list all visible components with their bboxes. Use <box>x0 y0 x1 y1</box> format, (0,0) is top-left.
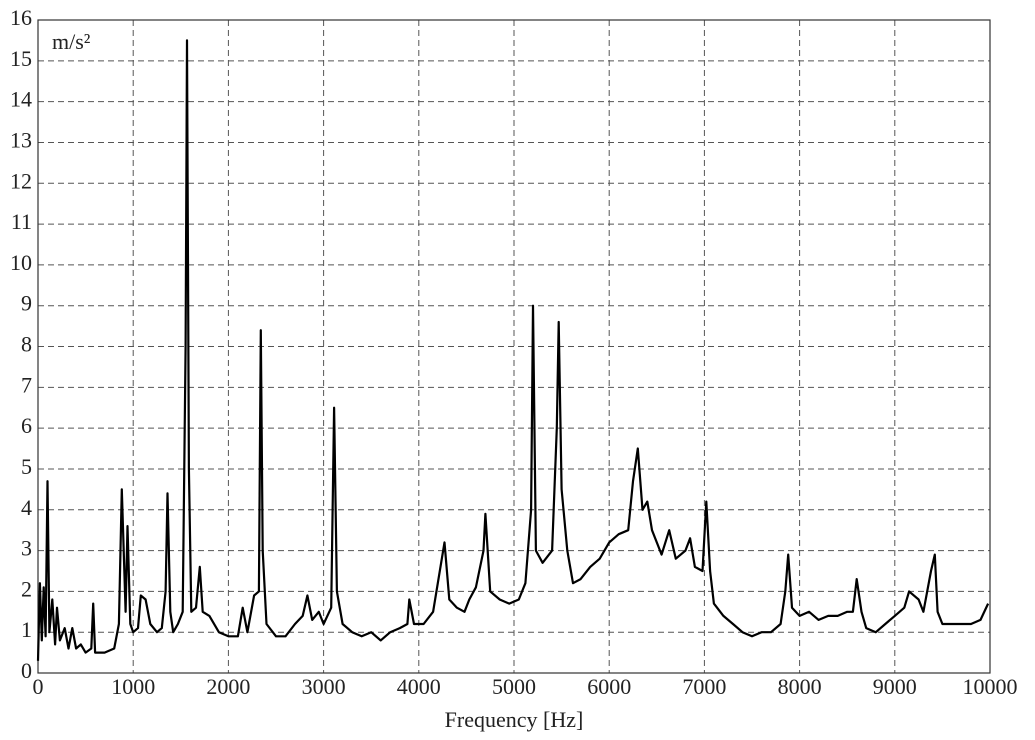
y-tick-label: 12 <box>10 168 32 193</box>
y-tick-label: 1 <box>21 617 32 642</box>
y-tick-label: 10 <box>10 250 32 275</box>
x-tick-label: 7000 <box>682 674 726 699</box>
y-tick-label: 7 <box>21 372 32 397</box>
y-tick-label: 8 <box>21 332 32 357</box>
y-tick-label: 4 <box>21 495 32 520</box>
x-tick-label: 3000 <box>302 674 346 699</box>
y-tick-label: 11 <box>11 209 32 234</box>
y-tick-label: 2 <box>21 576 32 601</box>
x-axis-label: Frequency [Hz] <box>445 707 584 732</box>
y-tick-label: 14 <box>10 87 32 112</box>
y-tick-label: 5 <box>21 454 32 479</box>
y-tick-label: 13 <box>10 127 32 152</box>
spectrum-line <box>36 39 990 661</box>
y-tick-label: 9 <box>21 291 32 316</box>
y-axis-label: m/s² <box>52 29 91 54</box>
x-tick-label: 9000 <box>873 674 917 699</box>
y-tick-label: 6 <box>21 413 32 438</box>
y-tick-label: 15 <box>10 46 32 71</box>
y-tick-label: 0 <box>21 658 32 683</box>
x-tick-label: 2000 <box>206 674 250 699</box>
x-tick-label: 1000 <box>111 674 155 699</box>
x-tick-label: 10000 <box>963 674 1018 699</box>
x-tick-label: 4000 <box>397 674 441 699</box>
x-tick-label: 8000 <box>778 674 822 699</box>
y-tick-label: 16 <box>10 5 32 30</box>
x-tick-label: 0 <box>33 674 44 699</box>
x-tick-label: 6000 <box>587 674 631 699</box>
x-tick-label: 5000 <box>492 674 536 699</box>
y-tick-label: 3 <box>21 536 32 561</box>
plot-frame <box>37 19 991 674</box>
